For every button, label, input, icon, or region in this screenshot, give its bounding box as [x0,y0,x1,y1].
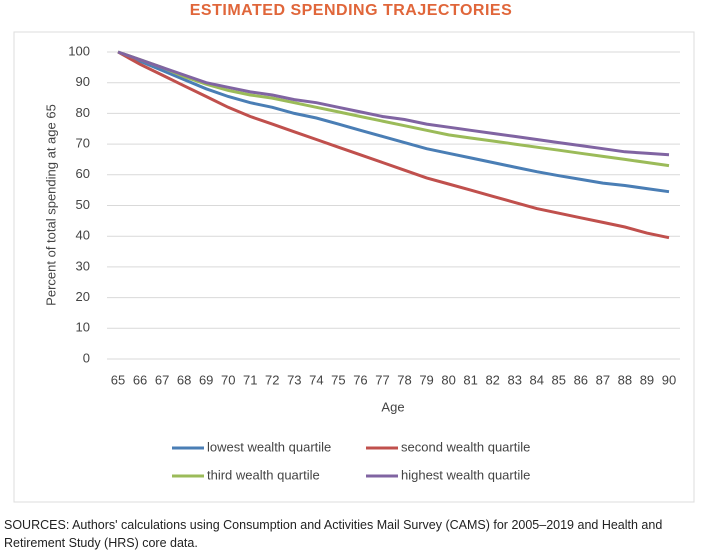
legend-label: third wealth quartile [207,467,320,482]
x-tick-label: 82 [485,372,499,387]
x-tick-label: 66 [133,372,147,387]
legend-label: lowest wealth quartile [207,439,331,454]
footer: SOURCES: Authors' calculations using Con… [4,518,663,550]
x-tick-label: 88 [618,372,632,387]
data-line [117,50,670,157]
x-tick-label: 68 [177,372,191,387]
y-tick-label: 10 [76,320,90,335]
x-tick-label: 89 [640,372,654,387]
x-tick-label: 77 [375,372,389,387]
y-tick-label: 60 [76,166,90,181]
data-line [117,50,670,168]
chart: ESTIMATED SPENDING TRAJECTORIES Age Perc… [13,2,695,503]
chart-border [13,31,695,503]
x-tick-label: 70 [221,372,235,387]
x-tick-label: 81 [463,372,477,387]
y-tick-label: 100 [68,43,90,58]
legend-label: highest wealth quartile [401,467,530,482]
x-axis-title: Age [381,399,404,414]
x-tick-label: 79 [419,372,433,387]
y-tick-label: 30 [76,258,90,273]
x-tick-label: 84 [530,372,544,387]
x-tick-label: 76 [353,372,367,387]
y-tick-label: 90 [76,74,90,89]
x-tick-label: 90 [662,372,676,387]
y-tick-label: 0 [83,350,90,365]
x-tick-label: 69 [199,372,213,387]
x-tick-label: 78 [397,372,411,387]
x-tick-label: 86 [574,372,588,387]
y-tick-label: 50 [76,197,90,212]
y-axis-title: Percent of total spending at age 65 [43,104,58,306]
x-tick-label: 85 [552,372,566,387]
x-tick-label: 87 [596,372,610,387]
x-tick-label: 80 [441,372,455,387]
x-tick-label: 73 [287,372,301,387]
x-tick-label: 65 [111,372,125,387]
data-line [117,50,670,194]
x-tick-label: 83 [507,372,521,387]
x-tick-label: 74 [309,372,323,387]
chart-title: ESTIMATED SPENDING TRAJECTORIES [190,2,513,19]
y-tick-label: 20 [76,289,90,304]
y-tick-label: 40 [76,228,90,243]
x-tick-label: 75 [331,372,345,387]
y-tick-label: 70 [76,136,90,151]
legend-label: second wealth quartile [401,439,530,454]
y-tick-label: 80 [76,105,90,120]
x-tick-label: 67 [155,372,169,387]
data-line [117,50,670,240]
x-tick-label: 72 [265,372,279,387]
x-tick-label: 71 [243,372,257,387]
